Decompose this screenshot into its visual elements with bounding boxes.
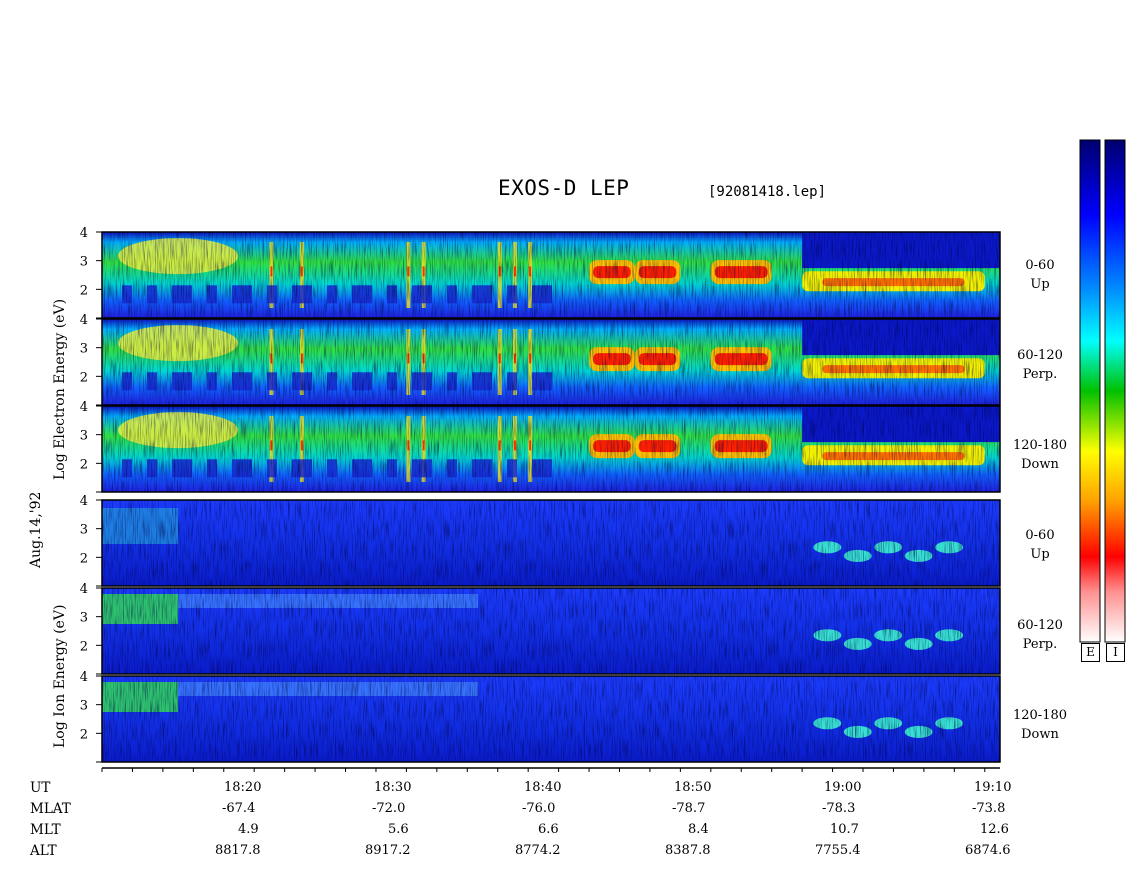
axes (101, 767, 1000, 772)
row-label-mlat: MLAT (30, 801, 71, 817)
y-tick-label: 4 (80, 226, 88, 241)
y-tick-label: 3 (80, 699, 88, 714)
mlat-value: -78.7 (672, 801, 706, 816)
alt-value: 7755.4 (815, 843, 861, 858)
ut-tick-label: 18:50 (674, 780, 712, 795)
mlat-value: -72.0 (372, 801, 406, 816)
electron-colorbar-label: E (1081, 643, 1100, 662)
electron-ylabel: Log Electron Energy (eV) (52, 298, 68, 480)
spectrogram-panel: 2 3 4 (80, 582, 1001, 675)
alt-value: 8917.2 (365, 843, 411, 858)
spectrogram-panel: 2 3 4 (80, 313, 1001, 406)
ion-ylabel: Log Ion Energy (eV) (52, 604, 68, 748)
mlat-value: -73.8 (972, 801, 1006, 816)
ut-tick-label: 18:20 (224, 780, 262, 795)
electron-colorbar (1079, 139, 1101, 643)
y-tick-label: 2 (80, 283, 88, 298)
chart-subtitle: [92081418.lep] (708, 184, 827, 200)
ion-colorbar (1104, 139, 1126, 643)
y-tick-label: 2 (80, 727, 88, 742)
alt-value: 8817.8 (215, 843, 261, 858)
spectrogram-panel: 2 3 4 (80, 670, 1001, 763)
y-tick-label: 3 (80, 429, 88, 444)
mlt-value: 6.6 (538, 822, 559, 837)
row-label-alt: ALT (30, 843, 57, 859)
y-tick-label: 4 (80, 400, 88, 415)
ion-colorbar-label: I (1106, 643, 1125, 662)
mlat-value: -78.3 (822, 801, 856, 816)
panel-label-e1: 0-60 Up (1025, 258, 1055, 292)
chart-title: EXOS-D LEP (498, 176, 630, 200)
ut-tick-label: 19:10 (974, 780, 1012, 795)
panel-label-i3: 120-180 Down (1012, 708, 1068, 742)
panel-label-i1: 0-60 Up (1025, 528, 1055, 562)
panel-label-e2: 60-120 Perp. (1017, 348, 1063, 382)
y-tick-label: 4 (80, 582, 88, 597)
spectrogram-panels: 2 3 4 2 3 4 2 3 4 2 3 4 2 3 4 2 3 4 (80, 226, 1001, 763)
y-tick-label: 4 (80, 494, 88, 509)
date-label: Aug.14,'92 (28, 491, 44, 568)
mlt-value: 8.4 (688, 822, 709, 837)
y-tick-label: 3 (80, 342, 88, 357)
spectrogram-panel: 2 3 4 (80, 226, 1001, 319)
alt-value: 8774.2 (515, 843, 561, 858)
y-tick-label: 2 (80, 370, 88, 385)
y-tick-label: 3 (80, 255, 88, 270)
alt-value: 6874.6 (965, 843, 1011, 858)
panel-label-i2: 60-120 Perp. (1017, 618, 1063, 652)
y-tick-label: 2 (80, 551, 88, 566)
mlt-value: 12.6 (980, 822, 1009, 837)
y-tick-label: 4 (80, 313, 88, 328)
y-tick-label: 2 (80, 639, 88, 654)
mlt-value: 10.7 (830, 822, 859, 837)
mlt-value: 4.9 (238, 822, 259, 837)
row-label-mlt: MLT (30, 822, 61, 838)
y-tick-label: 3 (80, 611, 88, 626)
y-tick-label: 2 (80, 457, 88, 472)
mlat-value: -76.0 (522, 801, 556, 816)
ut-tick-label: 18:30 (374, 780, 412, 795)
alt-value: 8387.8 (665, 843, 711, 858)
mlat-value: -67.4 (222, 801, 256, 816)
spectrogram-panel: 2 3 4 (80, 494, 1001, 587)
ut-tick-label: 18:40 (524, 780, 562, 795)
y-tick-label: 4 (80, 670, 88, 685)
y-tick-label: 3 (80, 523, 88, 538)
ut-tick-label: 19:00 (824, 780, 862, 795)
row-label-ut: UT (30, 780, 51, 796)
spectrogram-panel: 2 3 4 (80, 400, 1001, 493)
mlt-value: 5.6 (388, 822, 409, 837)
panel-label-e3: 120-180 Down (1012, 438, 1068, 472)
